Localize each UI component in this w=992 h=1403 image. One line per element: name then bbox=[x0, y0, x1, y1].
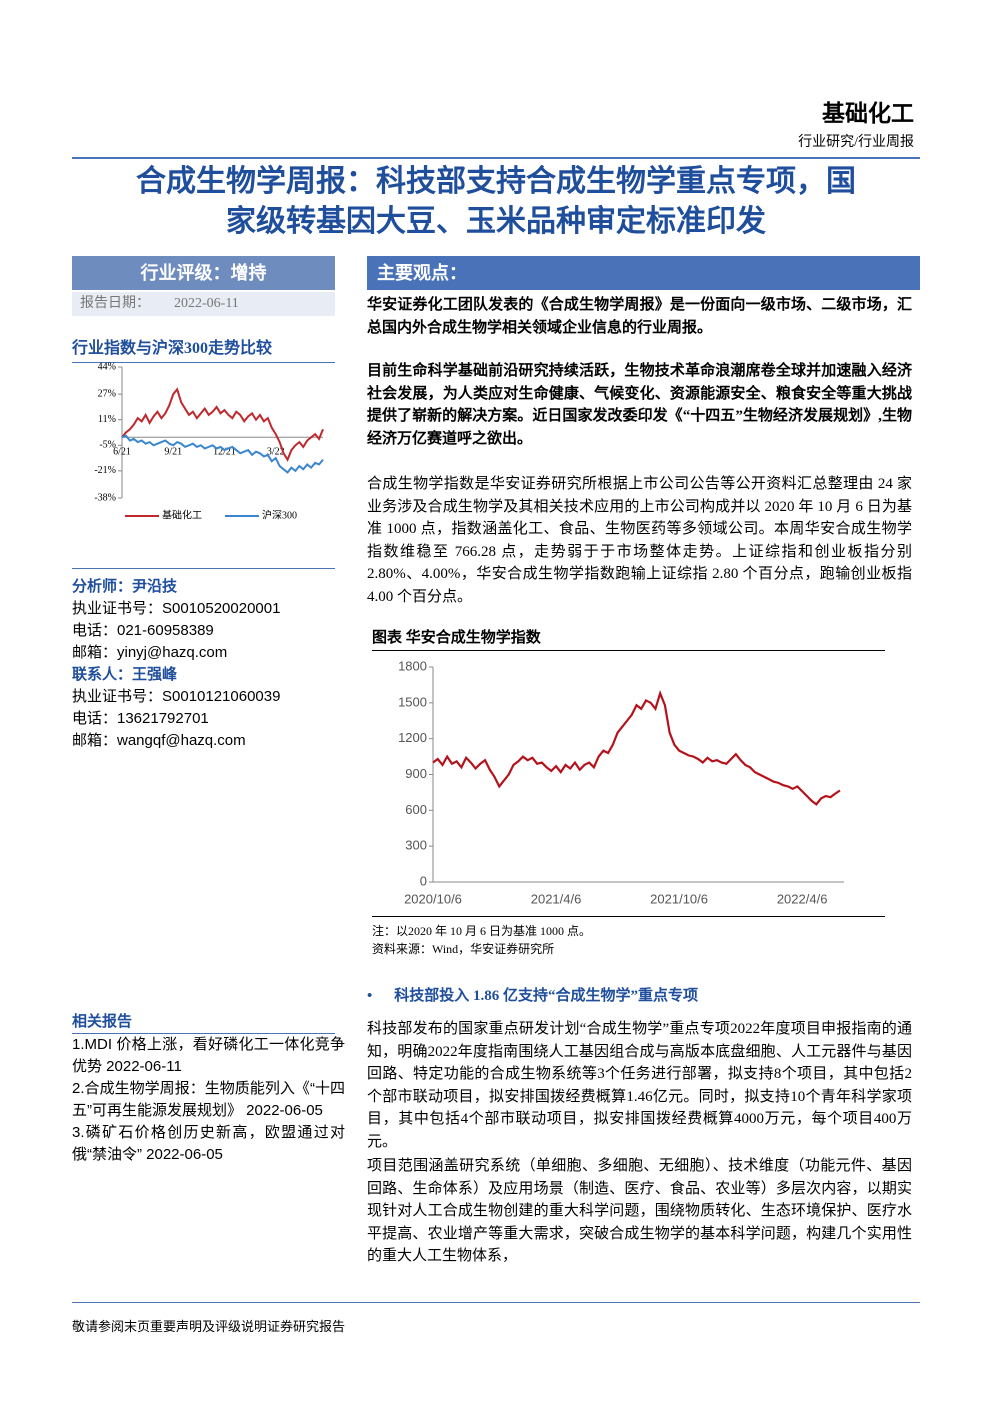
related-item[interactable]: 3.磷矿石价格创历史新高，欧盟通过对俄“禁油令” 2022-06-05 bbox=[72, 1124, 345, 1163]
x-tick-label: 9/21 bbox=[164, 447, 182, 458]
y-tick-label: -38% bbox=[94, 492, 116, 503]
date-row: 报告日期： 2022-06-11 bbox=[72, 292, 335, 316]
y-tick-label: -5% bbox=[99, 440, 116, 451]
x-tick-label: 2020/10/6 bbox=[404, 891, 462, 906]
related-title: 相关报告 bbox=[72, 1010, 335, 1034]
key-paragraph: 目前生命科学基础前沿研究持续活跃，生物技术革命浪潮席卷全球并加速融入经济社会发展… bbox=[367, 363, 912, 447]
y-tick-label: 27% bbox=[98, 388, 116, 399]
analyst-title: 分析师：尹沿技 bbox=[72, 579, 178, 595]
contact-title: 联系人：王强峰 bbox=[72, 667, 178, 683]
series-line bbox=[121, 387, 324, 462]
contact-line: 电话：13621792701 bbox=[72, 710, 209, 727]
related-item[interactable]: 1.MDI 价格上涨，看好磷化工一体化竞争优势 2022-06-11 bbox=[72, 1036, 345, 1075]
y-tick-label: 600 bbox=[405, 802, 427, 817]
x-tick-label: 6/21 bbox=[113, 447, 131, 458]
paragraph: 科技部发布的国家重点研发计划“合成生物学”重点专项2022年度项目申报指南的通知… bbox=[367, 1021, 912, 1150]
y-tick-label: 900 bbox=[405, 766, 427, 781]
mini-chart: 44% 27% 11% -5% -21% -38% 6/21 9/21 12/21 3/22 基础化… bbox=[94, 361, 324, 521]
y-tick-label: 300 bbox=[405, 838, 427, 853]
figure-rule bbox=[372, 916, 885, 917]
paragraph: 项目范围涵盖研究系统（单细胞、多细胞、无细胞）、技术维度（功能元件、基因回路、生… bbox=[367, 1158, 912, 1265]
rule bbox=[72, 568, 335, 569]
series-line bbox=[121, 434, 324, 474]
bullet-text: 科技部投入 1.86 亿支持“合成生物学”重点专项 bbox=[394, 988, 699, 1004]
main-heading: 主要观点： bbox=[367, 256, 920, 290]
key-paragraph: 华安证券化工团队发表的《合成生物学周报》是一份面向一级市场、二级市场，汇总国内外… bbox=[367, 297, 912, 336]
x-tick-label: 3/22 bbox=[267, 447, 285, 458]
figure-title: 图表 华安合成生物学指数 bbox=[372, 626, 885, 651]
date-label: 报告日期： bbox=[80, 296, 150, 311]
x-tick-label: 2021/10/6 bbox=[650, 891, 708, 906]
y-tick-label: 44% bbox=[98, 361, 116, 372]
header-rule bbox=[72, 157, 920, 159]
chart-title: 行业指数与沪深300走势比较 bbox=[72, 334, 335, 363]
sector: 基础化工 bbox=[822, 101, 914, 126]
analyst-line: 执业证书号：S0010520020001 bbox=[72, 600, 281, 617]
legend-label: 沪深300 bbox=[262, 508, 297, 521]
y-tick-label: -21% bbox=[94, 465, 116, 476]
y-tick-label: 1500 bbox=[398, 694, 427, 709]
date-value: 2022-06-11 bbox=[174, 296, 239, 311]
title-line: 合成生物学周报：科技部支持合成生物学重点专项，国 bbox=[136, 165, 856, 198]
related-item[interactable]: 2.合成生物学周报：生物质能列入《“十四五”可再生能源发展规划》 2022-06… bbox=[72, 1080, 345, 1119]
y-tick-label: 1200 bbox=[398, 730, 427, 745]
x-tick-label: 12/21 bbox=[213, 447, 236, 458]
figure-note: 注：以2020 年 10 月 6 日为基准 1000 点。 bbox=[372, 924, 592, 938]
rating: 行业评级：增持 bbox=[72, 256, 335, 290]
footer: 敬请参阅末页重要声明及评级说明证券研究报告 bbox=[72, 1319, 346, 1334]
analyst-line: 电话：021-60958389 bbox=[72, 622, 214, 639]
contact-line: 邮箱：wangqf@hazq.com bbox=[72, 732, 246, 749]
y-tick-label: 1800 bbox=[398, 658, 427, 673]
bullet-heading: • 科技部投入 1.86 亿支持“合成生物学”重点专项 bbox=[367, 988, 699, 1004]
index-chart: 0 300 600 900 1200 1500 1800 2020/10/6 2021/4/6 2… bbox=[398, 658, 844, 906]
y-tick-label: 0 bbox=[420, 873, 427, 888]
figure-source: 资料来源：Wind，华安证券研究所 bbox=[372, 942, 555, 956]
title: 合成生物学周报：科技部支持合成生物学重点专项，国 家级转基因大豆、玉米品种审定标… bbox=[72, 162, 920, 242]
series-line bbox=[432, 689, 841, 806]
contact-line: 执业证书号：S0010121060039 bbox=[72, 688, 281, 705]
x-tick-label: 2022/4/6 bbox=[777, 891, 828, 906]
legend-label: 基础化工 bbox=[162, 508, 202, 521]
category: 行业研究/行业周报 bbox=[798, 135, 914, 150]
related-list: 1.MDI 价格上涨，看好磷化工一体化竞争优势 2022-06-11 2.合成生… bbox=[72, 1034, 345, 1166]
y-tick-label: 11% bbox=[98, 414, 116, 425]
analyst-line: 邮箱：yinyj@hazq.com bbox=[72, 644, 228, 661]
analysts: 分析师：尹沿技 执业证书号：S0010520020001 电话：021-6095… bbox=[72, 576, 335, 752]
title-line: 家级转基因大豆、玉米品种审定标准印发 bbox=[226, 205, 766, 238]
x-tick-label: 2021/4/6 bbox=[531, 891, 582, 906]
paragraph: 合成生物学指数是华安证券研究所根据上市公司公告等公开资料汇总整理由 24 家业务… bbox=[367, 476, 912, 605]
footer-rule bbox=[72, 1302, 920, 1303]
